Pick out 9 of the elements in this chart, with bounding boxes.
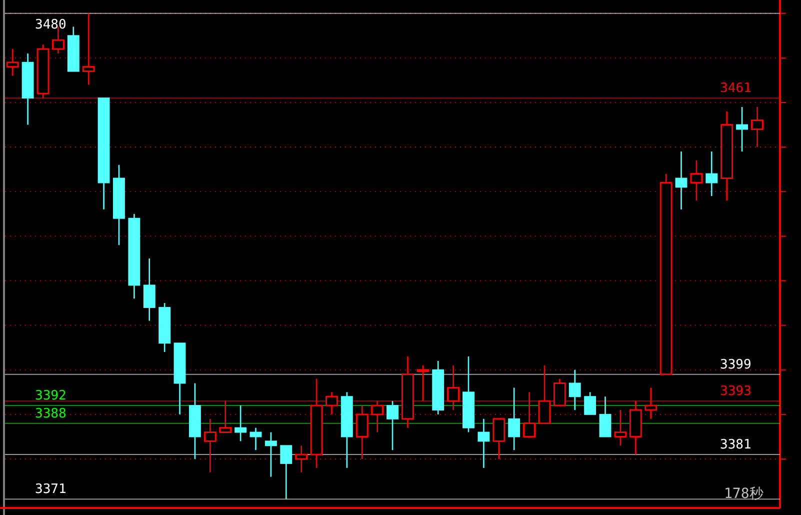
ref-line-label: 3392 <box>35 388 66 404</box>
ref-line-label: 3371 <box>35 482 66 498</box>
ref-line-label: 3381 <box>720 438 752 453</box>
ref-line-label: 3399 <box>720 357 752 372</box>
ref-line-label: 3461 <box>720 81 752 96</box>
annotation: 178秒 <box>724 486 764 502</box>
ref-line-label: 3480 <box>35 17 66 32</box>
ref-line-label: 3393 <box>720 384 752 400</box>
ref-line-label: 3388 <box>35 406 66 422</box>
